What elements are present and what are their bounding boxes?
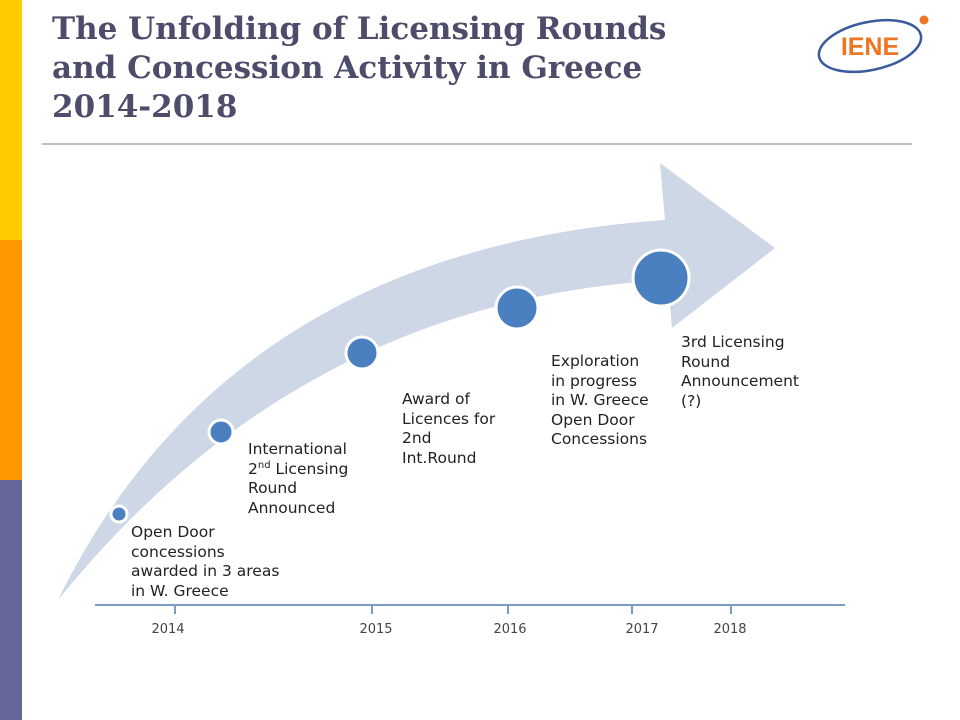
slide-title: The Unfolding of Licensing Rounds and Co… (52, 10, 752, 127)
milestone-node (494, 285, 540, 331)
ordinal-suffix: nd (257, 459, 271, 471)
iene-logo: IENE (817, 15, 929, 74)
milestone-node (207, 418, 235, 446)
event-line: Int.Round (402, 448, 477, 467)
logo-text: IENE (841, 33, 899, 61)
milestone-node (631, 248, 691, 308)
milestone-node (109, 504, 129, 524)
event-line: 2nd Licensing (248, 460, 348, 480)
year-label-2018: 2018 (713, 622, 747, 637)
logo-dot (919, 15, 929, 25)
year-label-2017: 2017 (625, 622, 659, 637)
event-line: in W. Greece (551, 391, 649, 409)
left-accent-bar (0, 0, 22, 720)
event-label-international-2nd-round: International 2nd Licensing Round Announ… (248, 440, 348, 518)
event-line: Announcement (681, 372, 799, 390)
event-line: in progress (551, 371, 637, 390)
event-line: Licences for (402, 409, 496, 428)
event-line: 3rd Licensing (681, 333, 785, 351)
event-line: Concessions (551, 430, 648, 448)
ordinal-rest: Licensing (270, 459, 349, 478)
logo-ring (817, 18, 923, 74)
event-line: Announced (248, 498, 336, 517)
accent-yellow (0, 0, 22, 240)
event-line: in W. Greece (131, 581, 229, 600)
event-line: 2nd (402, 429, 432, 447)
event-line: Open Door (551, 410, 635, 429)
title-line-2: and Concession Activity in Greece (52, 50, 643, 86)
event-label-3rd-round: 3rd Licensing Round Announcement (?) (681, 333, 799, 411)
event-line: International (248, 440, 347, 458)
growth-arrow (58, 163, 775, 600)
title-divider (42, 143, 912, 145)
accent-purple (0, 480, 22, 720)
event-line: Round (248, 479, 298, 497)
event-line: Exploration (551, 352, 640, 370)
event-line: Award of (402, 390, 470, 408)
event-line: Open Door (131, 523, 215, 541)
event-line: (?) (681, 391, 702, 410)
event-line: Round (681, 352, 731, 371)
event-label-open-door: Open Door concessions awarded in 3 areas… (131, 523, 279, 601)
event-line: concessions (131, 542, 225, 561)
event-line: awarded in 3 areas (131, 562, 280, 580)
title-line-1: The Unfolding of Licensing Rounds (52, 11, 667, 47)
accent-orange (0, 240, 22, 480)
ordinal-number: 2 (248, 459, 258, 478)
event-label-exploration: Exploration in progress in W. Greece Ope… (551, 352, 649, 450)
title-line-3: 2014-2018 (52, 89, 238, 125)
year-label-2015: 2015 (359, 622, 393, 637)
year-label-2016: 2016 (493, 622, 527, 637)
year-label-2014: 2014 (151, 622, 185, 637)
milestone-node (344, 335, 380, 371)
event-label-award-of-licences: Award of Licences for 2nd Int.Round (402, 390, 495, 468)
